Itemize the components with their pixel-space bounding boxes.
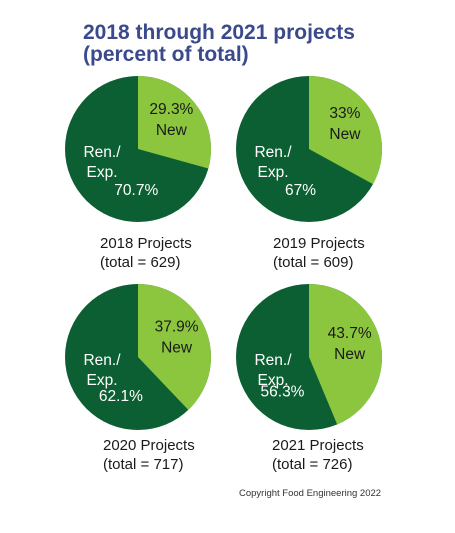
pie-caption-total: (total = 629) [100,254,181,271]
pie-category-label-new: New [161,339,193,356]
pie-2019 [236,76,382,222]
pie-value-label-renovation: 70.7% [114,182,158,199]
pie-caption-title: 2020 Projects [103,437,195,454]
pie-category-label-renovation: Exp. [257,164,288,181]
pie-category-label-renovation: Exp. [257,372,288,389]
pie-caption-total: (total = 609) [273,254,354,271]
pie-caption-title: 2021 Projects [272,437,364,454]
pie-slice-new [309,284,383,425]
pie-category-label-new: New [329,126,361,143]
pie-value-label-renovation: 67% [285,182,316,199]
pie-category-label-new: New [156,122,188,139]
pie-category-label-renovation: Ren./ [254,144,292,161]
pie-value-label-renovation: 56.3% [261,383,305,400]
pie-category-label-renovation: Ren./ [83,352,121,369]
pie-caption-2020: 2020 Projects (total = 717) [103,436,195,474]
pie-caption-2021: 2021 Projects (total = 726) [272,436,364,474]
pie-category-label-renovation: Ren./ [83,144,121,161]
pie-caption-2019: 2019 Projects (total = 609) [273,234,365,272]
pie-2020 [65,284,211,430]
pie-caption-total: (total = 726) [272,456,353,473]
pie-category-label-renovation: Exp. [86,372,117,389]
chart-title-line-1: 2018 through 2021 projects [83,21,355,44]
copyright-note: Copyright Food Engineering 2022 [239,488,382,499]
pie-category-label-renovation: Exp. [86,164,117,181]
pie-caption-total: (total = 717) [103,456,184,473]
pie-value-label-new: 33% [329,105,360,122]
pie-value-label-renovation: 62.1% [99,388,143,405]
pie-slice-new [138,284,211,410]
pie-2021 [236,284,383,430]
pie-category-label-renovation: Ren./ [254,352,292,369]
pie-category-label-new: New [334,346,366,363]
chart-title-line-2: (percent of total) [83,43,249,66]
chart-title: 2018 through 2021 projects (percent of t… [83,22,443,66]
pie-value-label-new: 37.9% [155,318,199,335]
pie-value-label-new: 43.7% [328,325,372,342]
pie-caption-title: 2018 Projects [100,235,192,252]
pie-2018 [65,76,211,222]
pie-caption-2018: 2018 Projects (total = 629) [100,234,192,272]
pie-caption-title: 2019 Projects [273,235,365,252]
pie-slice-new [309,76,382,185]
pie-value-label-new: 29.3% [149,101,193,118]
pie-slice-new [138,76,211,169]
